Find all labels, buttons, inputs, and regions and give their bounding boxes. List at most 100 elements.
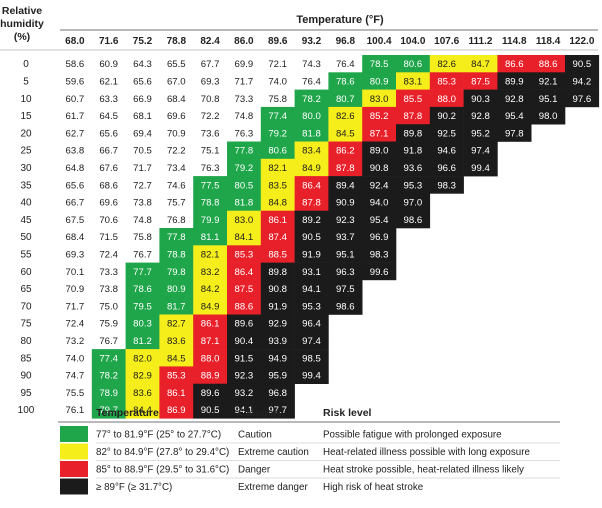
heat-index-cell-value: 87.4 [268, 232, 287, 243]
heat-index-cell-value: 93.2 [235, 388, 254, 399]
heat-index-cell-value: 95.3 [404, 180, 423, 191]
heat-index-cell-fill [227, 158, 262, 177]
heat-index-cell-value: 81.8 [302, 128, 321, 139]
heat-index-cell-value: 65.6 [66, 180, 85, 191]
heat-index-cell-fill [125, 210, 160, 229]
heat-index-cell-fill [125, 176, 160, 194]
heat-index-cell-value: 69.4 [133, 128, 152, 139]
heat-index-cell-fill [159, 331, 194, 350]
heat-index-cell-fill [396, 193, 431, 211]
heat-index-cell-fill [429, 124, 464, 142]
humidity-tick-label: 30 [20, 163, 32, 174]
heat-index-cell-value: 74.8 [133, 215, 152, 226]
heat-index-cell-value: 96.4 [302, 319, 321, 330]
heat-index-cell-fill [463, 89, 498, 108]
heat-index-cell-fill [497, 89, 532, 108]
heat-index-cell-fill [193, 176, 228, 194]
heat-index-cell-fill [294, 106, 329, 125]
heat-index-cell-fill [396, 106, 431, 125]
heat-index-cell-fill [362, 176, 397, 194]
heat-index-cell-value: 78.6 [336, 76, 355, 87]
heat-index-cell-fill [227, 193, 262, 211]
heat-index-cell-fill [125, 141, 160, 160]
heat-index-cell-value: 90.3 [471, 94, 490, 105]
heat-index-cell-value: 65.6 [99, 128, 118, 139]
heat-index-cell-fill [58, 124, 93, 142]
heat-index-cell-value: 87.8 [336, 163, 355, 174]
heat-index-cell-fill [159, 262, 194, 281]
heat-index-cell-value: 79.2 [235, 163, 254, 174]
humidity-tick-label: 50 [20, 232, 32, 243]
heat-index-cell-fill [227, 349, 262, 367]
heat-index-cell-value: 74.0 [66, 353, 85, 364]
heat-index-cell-fill [294, 124, 329, 142]
humidity-tick-label: 70 [20, 301, 32, 312]
heat-index-cell-value: 81.2 [133, 336, 152, 347]
heat-index-cell-fill [227, 72, 262, 90]
legend-swatch [60, 461, 88, 477]
heat-index-cell-value: 63.3 [99, 94, 118, 105]
heat-index-cell-value: 80.0 [302, 111, 321, 122]
heat-index-cell-value: 69.3 [66, 249, 85, 260]
heat-index-cell-fill [58, 349, 93, 367]
heat-index-cell-fill [227, 106, 262, 125]
heat-index-cell-fill [260, 349, 295, 367]
legend-header: Risk level [323, 407, 372, 419]
heat-index-cell-value: 86.4 [302, 180, 321, 191]
heat-index-cell-value: 64.5 [99, 111, 118, 122]
heat-index-cell-value: 73.3 [99, 267, 118, 278]
legend-risk-level: Possible fatigue with prolonged exposure [323, 430, 502, 441]
heat-index-cell-fill [58, 279, 93, 298]
heat-index-cell-fill [396, 124, 431, 142]
heat-index-cell-value: 73.2 [66, 336, 85, 347]
legend-category: Caution [238, 430, 272, 441]
legend-temperature: 77° to 81.9°F (25° to 27.7°C) [96, 430, 221, 441]
heat-index-cell-value: 98.3 [437, 180, 456, 191]
heat-index-cell-fill [362, 210, 397, 229]
heat-index-cell-fill [497, 124, 532, 142]
heat-index-cell-value: 78.5 [370, 59, 389, 70]
heat-index-cell-fill [294, 245, 329, 263]
heat-index-cell-fill [91, 366, 126, 384]
heat-index-cell-fill [396, 55, 431, 73]
heat-index-cell-value: 70.9 [66, 284, 85, 295]
heat-index-cell-fill [125, 106, 160, 125]
heat-index-cell-fill [294, 210, 329, 229]
heat-index-cell-fill [463, 124, 498, 142]
heat-index-cell-fill [328, 228, 363, 246]
heat-index-cell-fill [294, 314, 329, 333]
heat-index-cell-fill [58, 55, 93, 73]
temperature-tick-label: 86.0 [234, 36, 254, 47]
humidity-tick-label: 15 [20, 111, 32, 122]
heat-index-cell-value: 67.5 [66, 215, 85, 226]
legend-category: Danger [238, 465, 271, 476]
heat-index-cell-fill [260, 141, 295, 160]
heat-index-cell-fill [362, 158, 397, 177]
heat-index-cell-fill [125, 245, 160, 263]
heat-index-cell-fill [497, 55, 532, 73]
legend-swatch [60, 426, 88, 442]
temperature-tick-label: 111.2 [469, 36, 493, 47]
heat-index-cell-fill [91, 331, 126, 350]
heat-index-cell-value: 59.6 [66, 76, 85, 87]
humidity-tick-label: 55 [20, 249, 32, 260]
heat-index-cell-value: 92.8 [505, 94, 524, 105]
heat-index-cell-fill [227, 176, 262, 194]
heat-index-cell-value: 82.6 [437, 59, 456, 70]
heat-index-cell-value: 95.1 [539, 94, 558, 105]
heat-index-cell-value: 76.3 [201, 163, 220, 174]
heat-index-cell-value: 96.6 [437, 163, 456, 174]
heat-index-cell-fill [328, 176, 363, 194]
legend: Temperature Category Risk level 77° to 81.9… [58, 407, 560, 495]
heat-index-cell-value: 89.2 [302, 215, 321, 226]
heat-index-cell-fill [193, 158, 228, 177]
heat-index-cell-fill [159, 349, 194, 367]
heat-index-cell-value: 95.2 [471, 128, 490, 139]
heat-index-cell-value: 92.8 [471, 111, 490, 122]
heat-index-cell-value: 97.4 [302, 336, 321, 347]
heat-index-cell-fill [193, 193, 228, 211]
heat-index-cell-fill [91, 262, 126, 281]
heat-index-cell-value: 77.7 [133, 267, 152, 278]
heat-index-cell-fill [193, 55, 228, 73]
heat-index-cell-value: 70.5 [133, 146, 152, 157]
